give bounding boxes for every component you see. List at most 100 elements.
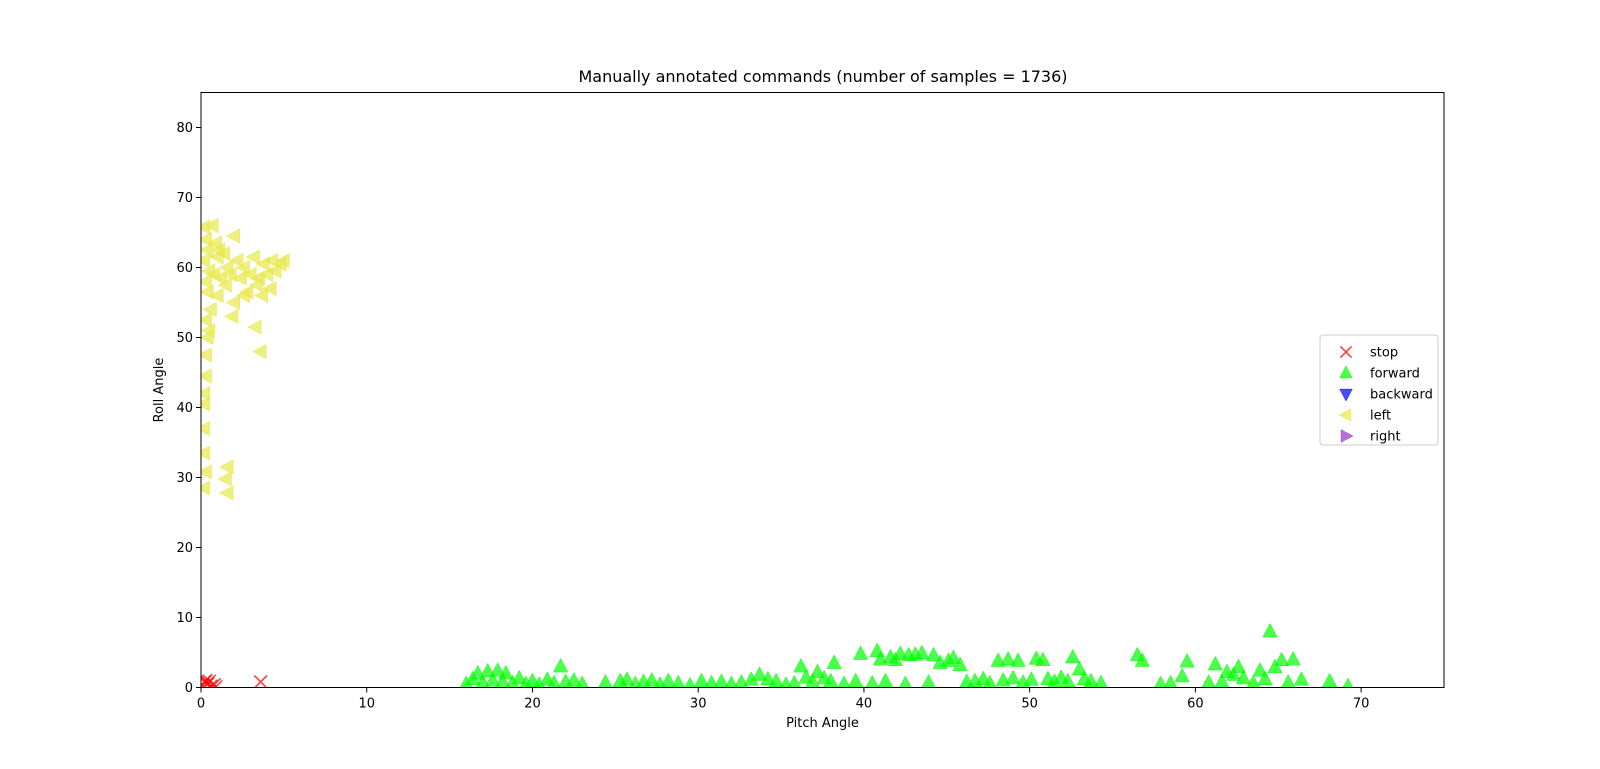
- data-point-forward: [768, 672, 784, 688]
- data-point-forward: [1293, 671, 1310, 686]
- data-point-left: [225, 294, 240, 311]
- data-point-forward: [684, 676, 696, 688]
- legend-label-forward: forward: [1370, 367, 1420, 382]
- y-tick-label: 30: [176, 471, 193, 486]
- data-point-left: [201, 445, 211, 461]
- data-point-left: [225, 228, 240, 244]
- data-point-forward: [1023, 671, 1039, 686]
- data-point-left: [217, 277, 232, 293]
- data-point-forward: [805, 673, 821, 688]
- data-point-forward: [1065, 648, 1081, 664]
- data-point-forward: [1207, 655, 1223, 671]
- data-point-left: [201, 273, 212, 290]
- data-point-forward: [671, 674, 686, 688]
- data-point-left: [218, 485, 234, 501]
- data-point-forward: [644, 671, 660, 687]
- legend-label-stop: stop: [1370, 346, 1398, 361]
- data-point-stop: [203, 679, 218, 688]
- data-point-left: [275, 252, 290, 269]
- data-point-forward: [1214, 673, 1230, 688]
- y-tick-label: 80: [176, 121, 193, 136]
- data-point-forward: [751, 666, 768, 681]
- data-point-forward: [1201, 674, 1216, 688]
- legend-label-left: left: [1370, 409, 1391, 424]
- data-point-left: [217, 471, 232, 487]
- data-point-left: [245, 249, 260, 265]
- data-point-left: [201, 420, 211, 437]
- y-tick-label: 40: [176, 401, 193, 416]
- data-point-forward: [693, 672, 710, 688]
- data-point-left: [202, 301, 217, 318]
- data-marks: [201, 217, 1354, 688]
- data-point-forward: [848, 672, 864, 688]
- data-point-forward: [1225, 666, 1242, 681]
- data-point-left: [201, 347, 212, 363]
- data-point-forward: [1134, 652, 1150, 667]
- data-point-forward: [760, 670, 776, 685]
- data-point-forward: [598, 674, 613, 688]
- data-point-forward: [1083, 672, 1099, 688]
- data-point-forward: [1257, 670, 1273, 685]
- data-point-forward: [853, 645, 869, 660]
- data-point-forward: [1163, 674, 1178, 688]
- data-point-forward: [490, 662, 506, 677]
- data-point-forward: [575, 675, 589, 688]
- data-point-forward: [498, 664, 514, 680]
- data-point-forward: [724, 675, 738, 688]
- x-tick-label: 60: [1187, 697, 1204, 712]
- data-point-forward: [1252, 662, 1268, 677]
- data-point-forward: [1071, 660, 1088, 676]
- data-point-left: [209, 287, 224, 304]
- data-point-forward: [713, 673, 729, 688]
- data-point-left: [252, 343, 267, 360]
- data-point-left: [253, 287, 269, 304]
- data-point-left: [201, 464, 212, 480]
- data-point-stop: [253, 674, 268, 688]
- data-point-left: [223, 308, 239, 325]
- data-point-forward: [1285, 650, 1301, 666]
- x-axis-ticks: 0 10 20 30 40 50 60 70: [197, 687, 1370, 712]
- data-point-forward: [1154, 675, 1167, 688]
- x-tick-label: 50: [1021, 697, 1038, 712]
- data-point-forward: [1035, 651, 1051, 667]
- data-point-left: [204, 217, 219, 234]
- data-point-left: [228, 252, 244, 269]
- data-point-forward: [619, 671, 635, 686]
- legend-marker-stop: [1339, 345, 1353, 359]
- data-point-forward: [1005, 669, 1021, 685]
- data-point-left: [235, 287, 250, 304]
- data-point-forward: [787, 674, 802, 688]
- plot-area: [201, 92, 1444, 688]
- data-point-forward: [495, 673, 511, 688]
- legend-marker-right: [1340, 429, 1354, 443]
- data-point-left: [218, 459, 234, 475]
- y-tick-label: 60: [176, 261, 193, 276]
- data-point-forward: [952, 656, 968, 671]
- x-tick-label: 10: [358, 697, 375, 712]
- data-point-forward: [1342, 677, 1354, 688]
- data-point-forward: [925, 646, 942, 662]
- x-tick-label: 70: [1353, 697, 1370, 712]
- data-point-forward: [1060, 672, 1076, 688]
- data-point-forward: [553, 657, 569, 673]
- data-point-forward: [1230, 658, 1247, 674]
- data-point-forward: [704, 674, 719, 688]
- y-tick-label: 70: [176, 191, 193, 206]
- data-point-forward: [1094, 674, 1108, 688]
- data-point-forward: [1281, 674, 1296, 688]
- data-point-forward: [566, 671, 582, 687]
- data-point-left: [201, 368, 212, 384]
- data-point-forward: [547, 674, 561, 688]
- data-point-forward: [485, 671, 501, 687]
- data-point-forward: [793, 657, 809, 673]
- data-point-forward: [1179, 653, 1195, 668]
- x-axis-label: Pitch Angle: [786, 716, 859, 731]
- data-point-left: [210, 242, 226, 258]
- data-point-forward: [1174, 667, 1190, 683]
- y-tick-label: 50: [176, 331, 193, 346]
- data-point-left: [205, 266, 221, 283]
- data-point-left: [201, 385, 211, 402]
- data-point-forward: [983, 674, 997, 688]
- y-axis-ticks: 0 10 20 30 40 50 60 70 80: [176, 121, 201, 696]
